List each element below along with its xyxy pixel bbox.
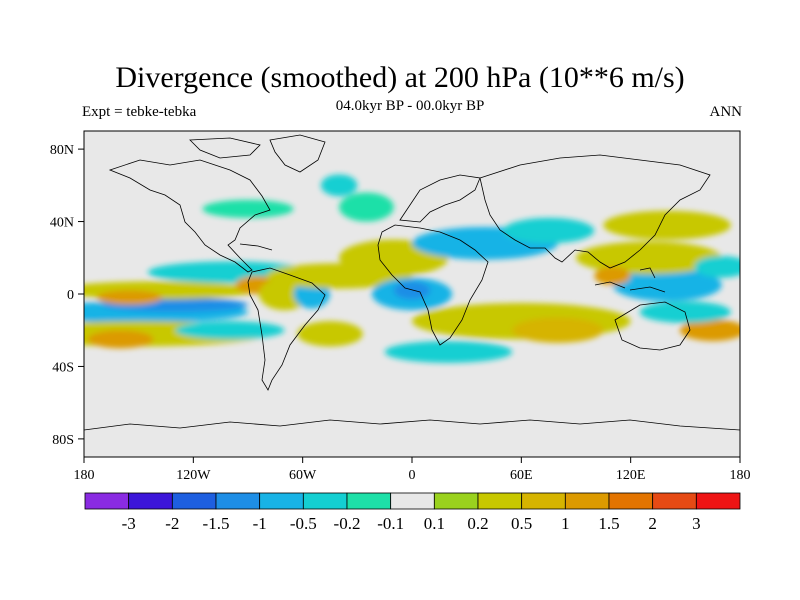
field-region: [202, 199, 294, 218]
colorbar-swatch: [171, 492, 217, 510]
field-region: [87, 330, 154, 349]
colorbar-label: -0.5: [290, 514, 317, 533]
time-range-subtitle: 04.0kyr BP - 00.0kyr BP: [335, 98, 485, 114]
colorbar-label: -1: [253, 514, 267, 533]
field-region: [384, 341, 513, 363]
colorbar-swatch: [84, 492, 130, 510]
field-region: [96, 290, 163, 305]
colorbar-swatch: [564, 492, 610, 510]
field-region: [576, 241, 722, 275]
colorbar-label: 2: [648, 514, 657, 533]
colorbar-swatch: [346, 492, 392, 510]
colorbar-label: 0.5: [511, 514, 532, 533]
y-tick-label: 40S: [52, 360, 74, 375]
colorbar-label: 0.2: [467, 514, 488, 533]
x-tick-label: 60E: [510, 468, 533, 483]
colorbar-label: 0.1: [424, 514, 445, 533]
field-region: [594, 266, 631, 285]
y-tick-label: 80S: [52, 433, 74, 448]
coastlines: [84, 134, 740, 431]
colorbar-swatch: [390, 492, 435, 510]
x-tick-label: 180: [730, 468, 751, 483]
season-label: ANN: [709, 104, 743, 120]
field-region: [320, 174, 358, 197]
field-region: [393, 281, 431, 300]
x-tick-label: 180: [74, 468, 95, 483]
axis-ticks: 180 120W 60W 0 60E 120E 180 80N 40N 0 40S 80S: [50, 143, 751, 483]
field-region: [679, 319, 740, 342]
field-region: [612, 268, 722, 302]
colorbar-swatch: [477, 492, 523, 510]
field-region: [694, 255, 740, 278]
colorbar-swatch: [652, 492, 697, 510]
colorbar-label: -0.1: [377, 514, 404, 533]
x-tick-label: 60W: [289, 468, 317, 483]
x-tick-label: 120E: [616, 468, 646, 483]
colorbar-swatch: [259, 492, 304, 510]
field-region: [297, 321, 363, 347]
colorbar-swatch: [302, 492, 348, 510]
colorbar-swatch: [521, 492, 566, 510]
y-tick-label: 0: [67, 288, 74, 303]
colorbar-label: -3: [122, 514, 136, 533]
colorbar-label: 1.5: [598, 514, 619, 533]
colorbar: -3 -2 -1.5 -1 -0.5 -0.2 -0.1 0.1 0.2 0.5 1 1.5 2 3: [84, 492, 741, 533]
divergence-field: [84, 174, 740, 363]
colorbar-swatch: [433, 492, 479, 510]
colorbar-label: -1.5: [203, 514, 230, 533]
page-title: Divergence (smoothed) at 200 hPa (10**6 …: [115, 61, 685, 94]
x-tick-label: 120W: [176, 468, 211, 483]
y-tick-label: 40N: [50, 216, 74, 231]
colorbar-swatch: [608, 492, 654, 510]
x-tick-label: 0: [409, 468, 416, 483]
field-region: [512, 317, 604, 343]
y-tick-label: 80N: [50, 143, 74, 158]
colorbar-label: -2: [165, 514, 179, 533]
field-region: [503, 217, 595, 244]
colorbar-swatch: [128, 492, 173, 510]
colorbar-label: -0.2: [334, 514, 361, 533]
colorbar-label: 1: [561, 514, 570, 533]
colorbar-swatch: [695, 492, 741, 510]
colorbar-swatch: [215, 492, 261, 510]
field-region: [603, 210, 731, 240]
field-region: [175, 321, 285, 340]
experiment-label: Expt = tebke-tebka: [82, 104, 197, 120]
colorbar-label: 3: [692, 514, 701, 533]
field-region: [339, 192, 394, 222]
